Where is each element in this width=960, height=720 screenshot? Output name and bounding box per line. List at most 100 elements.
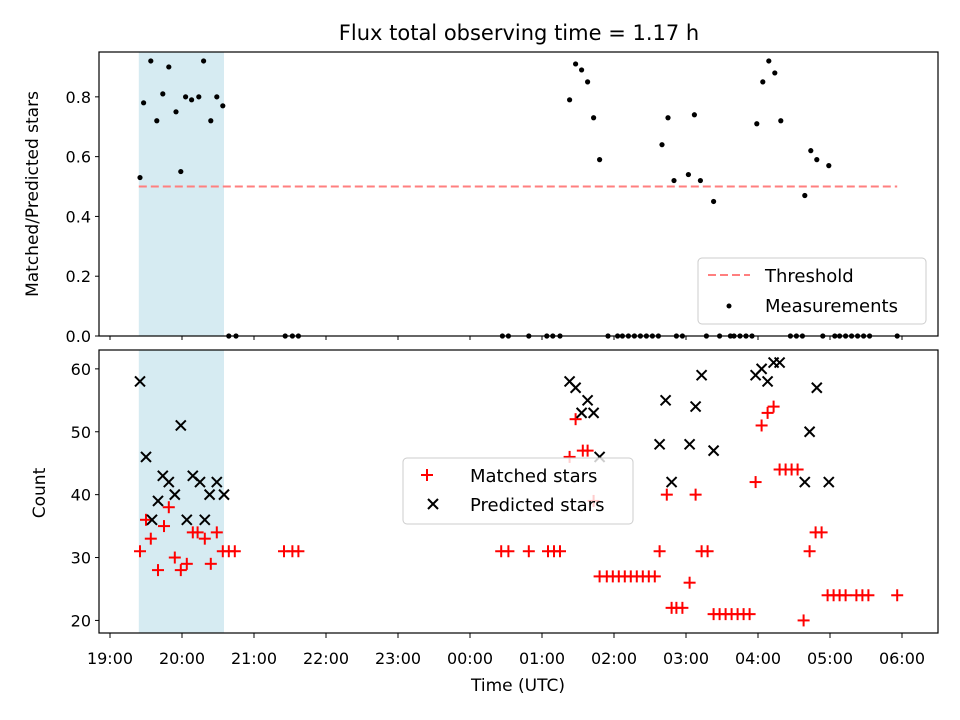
predicted-star-marker [169,488,181,501]
matched-star-marker [228,545,241,558]
predicted-star-marker-b [194,476,206,488]
measurement-point [201,58,207,64]
predicted-star-marker-b [653,438,666,451]
predicted-star-marker-b [803,426,816,438]
top-x-axis [109,336,903,340]
measurement-point [214,94,220,100]
predicted-star-marker-b [563,375,576,388]
predicted-star-marker-b [755,363,768,375]
predicted-star-marker [569,382,582,394]
predicted-star-marker-b [799,476,811,488]
matched-star-marker [791,463,804,476]
measurement-point [567,97,573,103]
bottom-y-tick-label: 30 [71,549,91,568]
bottom-x-tick-label: 01:00 [519,649,565,668]
matched-star-marker [743,608,756,621]
predicted-star-marker [653,438,666,451]
measurement-point [178,168,184,175]
matched-star-marker [803,545,816,558]
predicted-star-marker-b [665,476,678,488]
predicted-star-marker-b [823,476,835,488]
matched-star-marker [815,526,828,539]
matched-star-marker [653,545,666,558]
matched-star-marker [168,551,181,564]
matched-star-marker [144,532,157,545]
bottom-y-axis-label: Count [30,467,50,518]
predicted-star-marker [761,375,774,388]
predicted-star-marker-b [683,438,696,451]
measurement-point [573,61,579,67]
measurement-point [697,177,704,184]
predicted-star-marker [811,382,823,394]
predicted-star-marker [683,438,696,451]
legend-measurements-swatch [726,303,732,309]
measurement-point [766,58,772,64]
predicted-star-marker-b [773,356,786,369]
measurement-point [802,192,808,199]
predicted-star-marker-b [181,514,193,526]
top-y-tick-label: 0.6 [66,148,91,167]
bottom-y-tick-label: 20 [71,611,91,630]
top-panel: 0.00.20.40.60.8 Matched/Predicted stars … [23,51,939,346]
bottom-y-axis: 20 30 40 50 60 [71,360,99,630]
predicted-star-marker [823,476,835,488]
predicted-star-marker-b [163,476,175,488]
bottom-x-axis: 19:00 20:00 21:00 22:00 23:00 00:00 01:00 02:00… [87,633,925,668]
measurement-point [585,79,591,85]
measurement-point [754,121,760,127]
matched-star-marker [152,564,164,577]
predicted-star-marker-b [211,476,223,488]
bottom-x-tick-label: 00:00 [447,649,493,668]
matched-star-marker [174,564,187,577]
matched-star-marker [191,526,204,539]
predicted-star-marker-b [581,394,594,407]
measurement-point [154,118,160,124]
measurement-point [711,198,717,205]
matched-star-marker [581,444,594,457]
measurement-point [772,70,778,76]
bottom-x-tick-label: 20:00 [159,649,205,668]
measurement-point [659,142,665,148]
predicted-star-marker-b [152,495,164,507]
bottom-y-tick-label: 60 [71,360,91,379]
predicted-star-marker [659,394,672,407]
top-y-axis-label: Matched/Predicted stars [23,91,43,297]
matched-star-marker [522,545,535,558]
legend-threshold-label: Threshold [764,266,854,287]
matched-star-marker [210,526,223,539]
predicted-star-marker [755,363,768,375]
matched-star-marker [797,614,810,627]
measurement-point [183,94,189,100]
predicted-star-marker [181,514,193,526]
matched-star-marker [676,601,689,614]
matched-stars-series [134,400,904,627]
predicted-star-marker-b [689,400,702,413]
top-legend-box [697,257,927,325]
measurement-point [597,157,603,163]
matched-star-marker [569,413,582,426]
measurement-point [665,115,671,121]
measurement-point [208,118,214,124]
predicted-star-marker [194,476,206,488]
bottom-x-tick-label: 02:00 [591,649,637,668]
measurement-point [148,58,154,64]
matched-star-marker [767,400,780,413]
predicted-star-marker [773,356,786,369]
predicted-star-marker-b [707,444,720,457]
matched-star-marker [162,501,175,514]
predicted-star-marker [140,451,152,463]
bottom-x-tick-label: 05:00 [807,649,853,668]
bottom-y-tick-label: 40 [71,486,91,505]
predicted-star-marker [203,488,216,501]
bottom-x-tick-label: 03:00 [663,649,709,668]
measurement-point [671,177,677,184]
predicted-star-marker [163,476,175,488]
measurement-point [189,97,195,103]
x-axis-label: Time (UTC) [470,676,565,696]
predicted-star-marker [587,407,600,419]
measurement-point [760,79,766,85]
predicted-star-marker-b [134,375,146,388]
predicted-star-marker [799,476,811,488]
bottom-y-tick-label: 50 [71,423,91,442]
